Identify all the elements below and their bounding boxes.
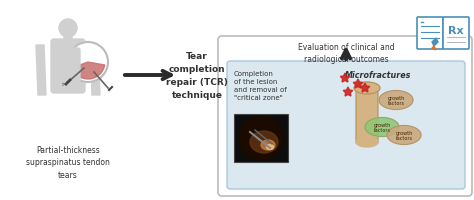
FancyBboxPatch shape: [51, 40, 85, 94]
Text: ✂: ✂: [62, 82, 68, 88]
Polygon shape: [343, 88, 353, 97]
Polygon shape: [432, 39, 438, 47]
Polygon shape: [36, 46, 46, 96]
FancyBboxPatch shape: [417, 18, 443, 50]
FancyBboxPatch shape: [218, 37, 472, 196]
Ellipse shape: [379, 91, 413, 110]
Text: growth
factors: growth factors: [395, 130, 413, 141]
Text: growth
factors: growth factors: [374, 122, 391, 133]
Text: Rx: Rx: [448, 26, 464, 36]
Text: Evaluation of clinical and
radiological outcomes: Evaluation of clinical and radiological …: [298, 43, 394, 64]
Polygon shape: [353, 80, 363, 89]
Ellipse shape: [266, 145, 273, 150]
Polygon shape: [340, 74, 350, 83]
Text: Completion
of the lesion
and removal of
"critical zone": Completion of the lesion and removal of …: [234, 71, 287, 100]
Wedge shape: [72, 63, 105, 80]
Ellipse shape: [354, 83, 380, 95]
Ellipse shape: [365, 118, 399, 137]
Text: Tear
completion
repair (TCR)
technique: Tear completion repair (TCR) technique: [166, 51, 228, 100]
FancyBboxPatch shape: [227, 62, 465, 189]
Text: Partial-thickness
supraspinatus tendon
tears: Partial-thickness supraspinatus tendon t…: [26, 145, 110, 179]
FancyBboxPatch shape: [356, 89, 378, 144]
Ellipse shape: [356, 137, 378, 147]
Circle shape: [59, 20, 77, 38]
FancyBboxPatch shape: [234, 114, 288, 162]
FancyBboxPatch shape: [54, 49, 80, 85]
Polygon shape: [90, 46, 100, 96]
FancyBboxPatch shape: [443, 18, 469, 50]
Ellipse shape: [387, 126, 421, 145]
Text: growth
factors: growth factors: [387, 95, 405, 106]
Ellipse shape: [261, 140, 275, 150]
FancyBboxPatch shape: [64, 35, 72, 45]
Ellipse shape: [250, 131, 278, 153]
Text: Microfractures: Microfractures: [345, 71, 411, 80]
Polygon shape: [360, 84, 370, 93]
Polygon shape: [432, 47, 436, 51]
Circle shape: [239, 116, 283, 160]
Circle shape: [68, 43, 108, 83]
